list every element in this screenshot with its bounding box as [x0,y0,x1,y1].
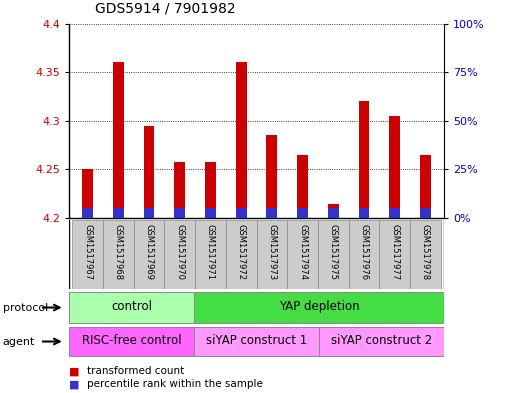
Bar [205,208,216,218]
Bar [113,62,124,218]
Text: agent: agent [3,336,35,347]
Bar [174,208,185,218]
Bar [134,220,164,289]
Text: RISC-free control: RISC-free control [82,334,182,347]
Text: GSM1517970: GSM1517970 [175,224,184,279]
Bar [410,220,441,289]
Text: GSM1517973: GSM1517973 [267,224,277,280]
Bar [103,220,134,289]
Bar [144,208,154,218]
Text: siYAP construct 1: siYAP construct 1 [206,334,307,347]
Bar [69,327,194,356]
Text: YAP depletion: YAP depletion [279,300,359,313]
Text: GSM1517971: GSM1517971 [206,224,215,279]
Bar [82,169,93,218]
Text: ■: ■ [69,366,80,376]
Text: control: control [111,300,152,313]
Bar [349,220,379,289]
Text: percentile rank within the sample: percentile rank within the sample [87,379,263,389]
Bar [420,155,431,218]
Bar [297,208,308,218]
Bar [194,292,444,323]
Bar [266,136,277,218]
Bar [236,208,247,218]
Bar [113,208,124,218]
Bar [194,327,319,356]
Bar [195,220,226,289]
Bar [389,116,400,218]
Bar [72,220,103,289]
Bar [359,101,369,218]
Text: GSM1517967: GSM1517967 [83,224,92,280]
Bar [287,220,318,289]
Bar [297,155,308,218]
Bar [359,208,369,218]
Bar [420,208,431,218]
Bar [226,220,256,289]
Bar [379,220,410,289]
Text: GDS5914 / 7901982: GDS5914 / 7901982 [95,2,235,16]
Text: transformed count: transformed count [87,366,185,376]
Text: GSM1517975: GSM1517975 [329,224,338,279]
Text: GSM1517974: GSM1517974 [298,224,307,279]
Bar [69,292,194,323]
Text: GSM1517977: GSM1517977 [390,224,399,280]
Text: GSM1517968: GSM1517968 [114,224,123,280]
Text: GSM1517976: GSM1517976 [360,224,368,280]
Bar [319,327,444,356]
Text: GSM1517978: GSM1517978 [421,224,430,280]
Text: GSM1517972: GSM1517972 [236,224,246,279]
Text: siYAP construct 2: siYAP construct 2 [331,334,432,347]
Bar [389,208,400,218]
Bar [205,162,216,218]
Bar [82,208,93,218]
Bar [266,208,277,218]
Text: ■: ■ [69,379,80,389]
Bar [328,204,339,218]
Bar [174,162,185,218]
Bar [164,220,195,289]
Bar [144,126,154,218]
Bar [236,62,247,218]
Bar [328,208,339,218]
Text: protocol: protocol [3,303,48,312]
Bar [318,220,349,289]
Text: GSM1517969: GSM1517969 [145,224,153,279]
Bar [256,220,287,289]
